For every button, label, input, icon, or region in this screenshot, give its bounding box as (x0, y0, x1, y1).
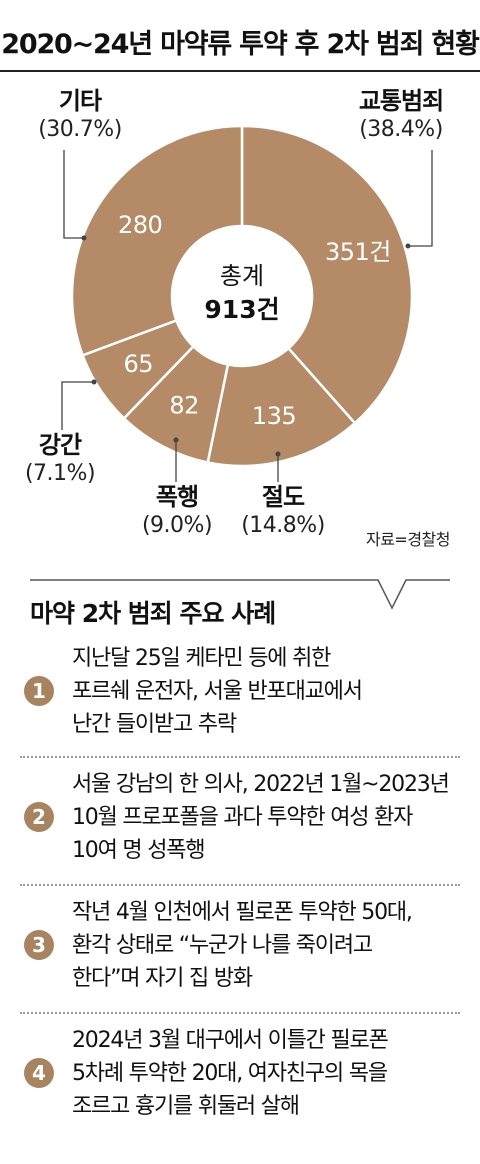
chart-title: 2020~24년 마약류 투약 후 2차 범죄 현황 (1, 29, 480, 60)
case-number-badge: 2 (24, 802, 54, 832)
cases-title: 마약 2차 범죄 주요 사례 (30, 599, 276, 628)
case-number-badge: 3 (24, 930, 54, 960)
label-rape: 강간 (7.1%) (10, 430, 110, 488)
value-traffic: 351건 (325, 238, 391, 266)
label-theft-name: 절도 (261, 483, 305, 511)
case-text-line: 10여 명 성폭행 (72, 838, 206, 863)
leader-theft-dot (275, 451, 281, 457)
slice-theft (206, 346, 357, 468)
title-rule (0, 70, 480, 72)
label-theft: 절도 (14.8%) (228, 482, 338, 540)
label-assault: 폭행 (9.0%) (122, 482, 232, 540)
case-text-line: 10월 프로포폴을 과다 투약한 여성 환자 (72, 805, 413, 830)
label-traffic: 교통범죄 (38.4%) (336, 86, 466, 144)
label-assault-percent: (9.0%) (141, 513, 213, 538)
case-text-line: 5차례 투약한 20대, 여자친구의 목을 (72, 1061, 388, 1086)
label-traffic-percent: (38.4%) (359, 117, 443, 142)
value-assault: 82 (169, 392, 199, 420)
case-text-line: 2024년 3월 대구에서 이틀간 필로폰 (72, 1028, 389, 1053)
source-note: 자료=경찰청 (365, 530, 451, 549)
case-text-line: 작년 4월 인천에서 필로폰 투약한 50대, (72, 900, 413, 925)
center-label: 총계 (220, 262, 264, 290)
case-text-line: 조르고 흉기를 휘둘러 살해 (72, 1094, 300, 1119)
leader-assault-dot (173, 437, 179, 443)
case-separator (20, 756, 460, 758)
donut-chart: 351건 135 82 65 280 총계 913건 (61, 124, 433, 482)
case-separator (20, 884, 460, 886)
case-number-badge: 4 (24, 1058, 54, 1088)
label-other-percent: (30.7%) (38, 117, 122, 142)
case-text-line: 한다”며 자기 집 방화 (72, 966, 253, 991)
leader-traffic-dot (405, 243, 411, 249)
case-number-badge: 1 (24, 676, 54, 706)
case-text-line: 난간 들이받고 추락 (72, 712, 237, 737)
section-divider (30, 579, 450, 610)
leader-traffic (408, 150, 433, 247)
case-text: 2024년 3월 대구에서 이틀간 필로폰 5차례 투약한 20대, 여자친구의 … (72, 1024, 460, 1123)
label-rape-percent: (7.1%) (24, 461, 96, 486)
leader-rape (61, 381, 94, 430)
label-assault-name: 폭행 (155, 483, 199, 511)
case-separator (20, 1012, 460, 1014)
label-traffic-name: 교통범죄 (358, 87, 444, 115)
value-theft: 135 (252, 402, 296, 430)
case-text-line: 지난달 25일 케타민 등에 취한 (72, 646, 331, 671)
case-text-line: 서울 강남의 한 의사, 2022년 1월~2023년 (72, 772, 450, 797)
leader-other-dot (81, 235, 87, 241)
value-rape: 65 (123, 350, 153, 378)
label-rape-name: 강간 (38, 431, 82, 459)
case-text: 서울 강남의 한 의사, 2022년 1월~2023년 10월 프로포폴을 과다 … (72, 768, 460, 867)
slice-other (70, 124, 244, 357)
label-other: 기타 (30.7%) (20, 86, 140, 144)
leader-rape-dot (91, 379, 97, 385)
case-text: 작년 4월 인천에서 필로폰 투약한 50대, 환각 상태로 “누군가 나를 죽이… (72, 896, 460, 995)
center-total: 913건 (204, 295, 279, 324)
label-other-name: 기타 (58, 87, 102, 115)
case-text-line: 포르쉐 운전자, 서울 반포대교에서 (72, 679, 363, 704)
label-theft-percent: (14.8%) (241, 513, 325, 538)
leader-other (63, 150, 84, 239)
slice-traffic (240, 124, 414, 425)
value-other: 280 (118, 211, 162, 239)
case-text-line: 환각 상태로 “누군가 나를 죽이려고 (72, 933, 373, 958)
